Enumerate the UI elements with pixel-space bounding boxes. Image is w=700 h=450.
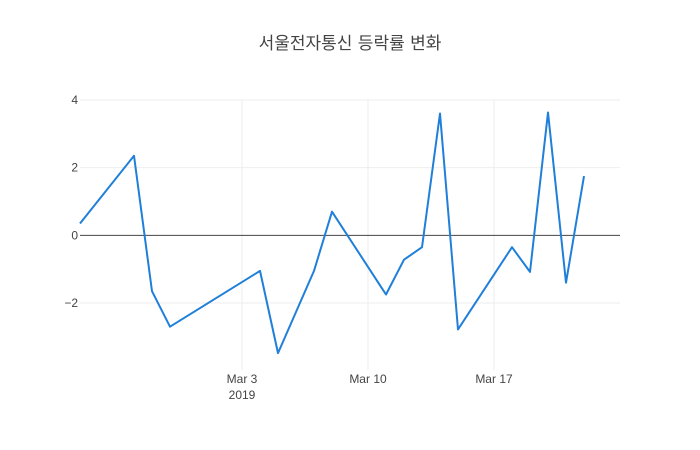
x-tick-sublabel: 2019 [229,388,256,402]
x-tick-label: Mar 3 [227,372,258,386]
series-layer [79,111,585,355]
grid [80,99,620,370]
x-tick-label: Mar 10 [349,372,387,386]
x-tick-label: Mar 17 [475,372,513,386]
y-tick-label: 2 [71,161,78,175]
y-tick-label: 0 [71,228,78,242]
chart-title: 서울전자통신 등락률 변화 [259,34,442,54]
y-tick-label: 4 [71,93,78,107]
y-tick-label: −2 [64,296,78,310]
axes: Mar 3 2019 Mar 10 Mar 17 4 2 0 −2 [64,93,620,402]
series-line [79,111,585,355]
